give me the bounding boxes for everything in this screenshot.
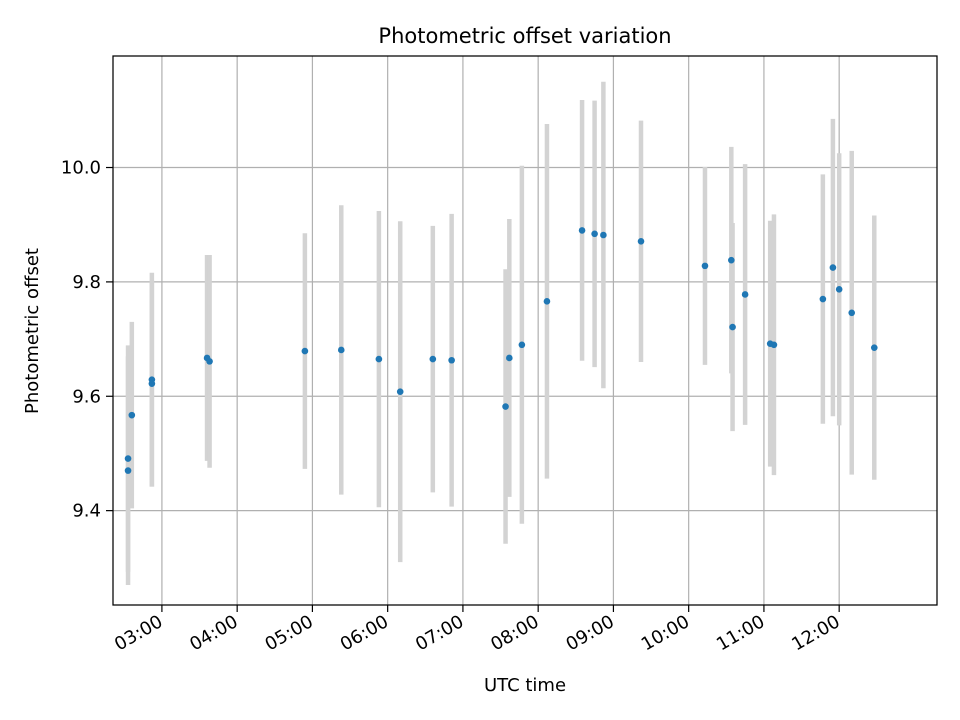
chart-title: Photometric offset variation bbox=[378, 24, 671, 48]
data-point bbox=[448, 356, 455, 364]
data-point bbox=[429, 355, 437, 363]
data-point bbox=[578, 227, 586, 234]
x-axis-title: UTC time bbox=[484, 675, 566, 696]
y-axis: 9.4 9.6 9.8 10.0 bbox=[61, 158, 113, 522]
data-point bbox=[770, 341, 778, 349]
data-point bbox=[543, 298, 551, 305]
data-point bbox=[502, 403, 509, 410]
data-point bbox=[518, 341, 526, 349]
data-points bbox=[124, 227, 878, 474]
data-point bbox=[506, 354, 513, 362]
data-point bbox=[337, 346, 345, 354]
data-point bbox=[835, 286, 843, 293]
data-point bbox=[848, 309, 856, 317]
data-point bbox=[729, 323, 736, 331]
data-point bbox=[728, 256, 735, 264]
data-point bbox=[600, 231, 607, 239]
grid bbox=[113, 56, 937, 605]
y-axis-title: Photometric offset bbox=[22, 248, 43, 414]
data-point bbox=[206, 358, 213, 365]
data-point bbox=[637, 237, 645, 245]
data-point bbox=[870, 344, 878, 351]
data-point bbox=[124, 467, 132, 474]
data-point bbox=[396, 388, 404, 395]
y-tick-label: 10.0 bbox=[61, 158, 101, 179]
data-point bbox=[819, 295, 827, 303]
plot-frame bbox=[112, 55, 938, 606]
data-point bbox=[375, 355, 383, 363]
data-point bbox=[829, 264, 837, 271]
y-tick-label: 9.6 bbox=[72, 386, 101, 407]
data-point bbox=[148, 380, 156, 387]
data-point bbox=[301, 347, 309, 355]
data-point bbox=[701, 262, 709, 270]
data-point bbox=[591, 230, 598, 238]
plot-area bbox=[113, 56, 937, 605]
data-point bbox=[128, 411, 136, 419]
data-point bbox=[124, 455, 132, 462]
y-tick-label: 9.8 bbox=[72, 272, 101, 293]
data-point bbox=[741, 291, 749, 298]
y-tick-label: 9.4 bbox=[72, 501, 101, 522]
